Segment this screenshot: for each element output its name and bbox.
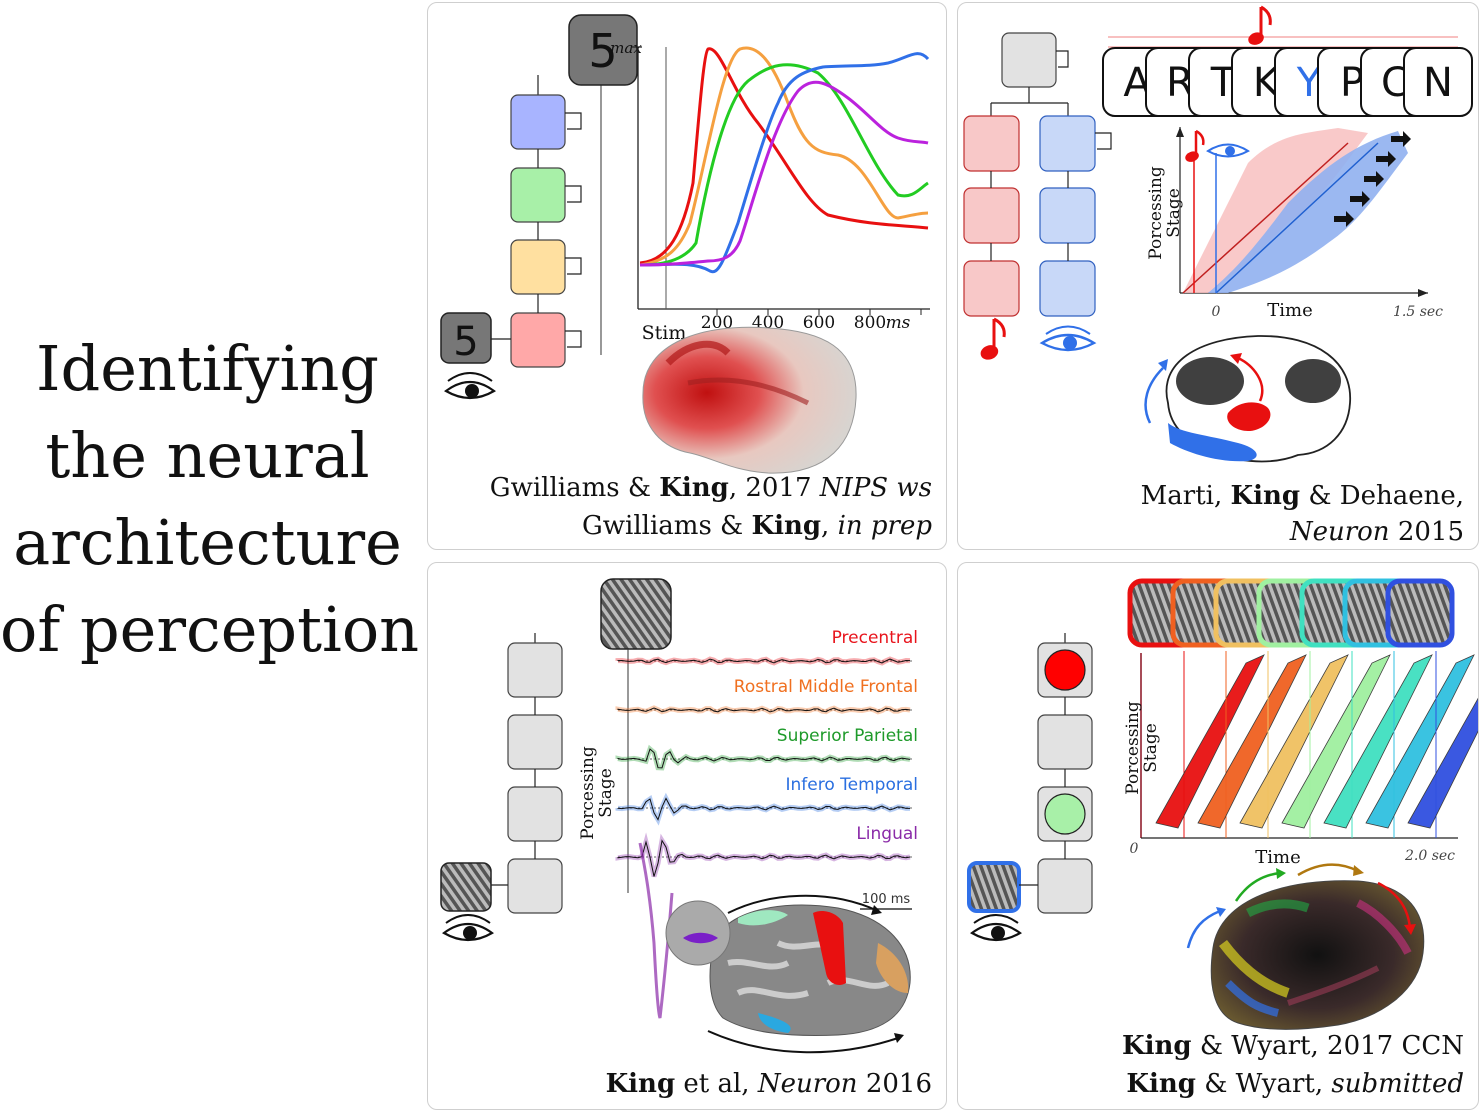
eye-icon — [444, 372, 496, 400]
tick-unit: ms — [886, 313, 911, 333]
input-digit: 5 — [453, 319, 478, 365]
citation-2: King & Wyart, submitted — [1126, 1069, 1464, 1099]
ylabel-line2: Stage — [1141, 723, 1161, 773]
region-trace-2: Superior Parietal — [615, 726, 918, 771]
eye-icon-chart — [1206, 143, 1250, 158]
scale-label: 100 ms — [862, 892, 911, 907]
grating-input — [967, 861, 1021, 913]
decoding-timecourse-chart: Stim 200 400 600 800 ms — [632, 46, 930, 344]
region-label: Superior Parietal — [777, 726, 918, 746]
region-temporal-patch — [758, 1013, 791, 1033]
stage-box-green — [510, 167, 566, 223]
panel1-figure: 5 5 max Stim 200 400 600 800 — [440, 14, 930, 474]
eye-icon — [442, 914, 494, 942]
integration-box — [1001, 32, 1057, 88]
auditory-stream — [963, 115, 1020, 317]
region-traces: Precentral Rostral Middle Frontal Superior… — [615, 628, 919, 878]
x-tick-0: 0 — [1130, 841, 1139, 857]
region-trace-4: Lingual — [615, 824, 918, 878]
input-digit-box — [440, 312, 492, 364]
ylabel-line1: Porcessing — [578, 746, 598, 840]
title-line-2: the neural — [45, 419, 370, 492]
processing-hierarchy — [507, 633, 563, 914]
region-parietal-patch — [738, 910, 788, 926]
letter-N: N — [1423, 60, 1453, 106]
brain-inflated — [665, 894, 911, 1054]
region-label: Infero Temporal — [786, 775, 919, 795]
panel-king-neuron-2016: Precentral Rostral Middle Frontal Superior… — [427, 562, 947, 1110]
max-digit-box — [568, 14, 638, 86]
title-line-4: of perception — [0, 593, 420, 666]
curve-green — [639, 63, 929, 267]
tick-stim: Stim — [642, 322, 687, 344]
xlabel: Time — [1255, 847, 1300, 868]
page-title: Identifying the neural architecture of p… — [0, 325, 420, 673]
curve-blue — [639, 52, 930, 274]
region-label: Precentral — [832, 628, 918, 648]
eye-icon — [970, 914, 1022, 942]
brain-sketch — [1144, 335, 1351, 463]
region-label: Rostral Middle Frontal — [734, 677, 918, 697]
panel4-figure: Porcessing Stage Time 0 2.0 sec — [967, 578, 1478, 1030]
x-tick-max: 2.0 sec — [1404, 848, 1455, 864]
title-line-3: architecture — [13, 506, 402, 579]
tick-800: 800 — [854, 313, 886, 333]
max-label: max — [610, 39, 642, 57]
grating-sequence — [1127, 578, 1455, 648]
region-trace-1: Rostral Middle Frontal — [615, 677, 918, 715]
title-line-1: Identifying — [36, 332, 379, 405]
processing-hierarchy — [1037, 633, 1093, 914]
citation: King et al, Neuron 2016 — [605, 1069, 932, 1099]
panel-gwilliams-king: 5 5 max Stim 200 400 600 800 — [427, 2, 947, 550]
visual-band — [1208, 131, 1408, 293]
music-note-top — [1248, 5, 1272, 45]
music-note-icon — [980, 317, 1006, 360]
x-tick-0: 0 — [1212, 304, 1221, 320]
region-trace-3: Infero Temporal — [615, 775, 919, 826]
curve-orange — [639, 46, 929, 267]
citation-1: Gwilliams & King, 2017 NIPS ws — [489, 473, 932, 503]
panel-king-wyart: Porcessing Stage Time 0 2.0 sec King & W… — [957, 562, 1479, 1110]
region-trace-0: Precentral — [615, 628, 918, 666]
citation-2: Neuron 2015 — [1289, 517, 1464, 547]
tick-600: 600 — [803, 313, 835, 333]
stage-box-blue — [510, 94, 566, 150]
citation-2: Gwilliams & King, in prep — [582, 511, 932, 541]
curve-red — [639, 47, 929, 265]
region-frontal-patch — [876, 943, 909, 993]
visual-stream — [1039, 115, 1112, 317]
grating-input — [440, 862, 492, 912]
citation-1: Marti, King & Dehaene, — [1140, 481, 1464, 511]
processing-hierarchy — [510, 75, 582, 368]
ylabel-line1: Porcessing — [1146, 166, 1166, 260]
ylabel-line2: Stage — [596, 768, 616, 818]
stage-box-yellow — [510, 239, 566, 295]
xlabel: Time — [1267, 300, 1312, 321]
curve-purple — [639, 80, 929, 267]
ylabel-line1: Porcessing — [1123, 701, 1143, 795]
ylabel-line2: Stage — [1164, 188, 1184, 238]
brain-colormap — [1186, 863, 1425, 1030]
stage-activation-red — [1044, 649, 1086, 691]
x-tick-max: 1.5 sec — [1393, 304, 1443, 320]
panel3-figure: Precentral Rostral Middle Frontal Superior… — [440, 578, 919, 1054]
processing-stage-chart: Porcessing Stage Time 0 2.0 sec — [1123, 651, 1478, 868]
processing-stage-chart: Porcessing Stage Time 0 1.5 sec — [1146, 127, 1443, 321]
stage-activation-green — [1044, 793, 1086, 835]
letter-card-N: N — [1403, 47, 1473, 117]
max-digit: 5 — [588, 24, 617, 78]
brain-surface-map — [642, 326, 857, 474]
grating-card-6 — [1385, 578, 1455, 648]
region-precentral-patch — [813, 911, 846, 985]
citation-1: King & Wyart, 2017 CCN — [1122, 1031, 1464, 1061]
stage-box-red — [510, 312, 566, 368]
eye-icon-blue — [1039, 325, 1097, 352]
grating-target — [600, 578, 672, 650]
music-note-chart — [1185, 129, 1205, 162]
region-label: Lingual — [856, 824, 918, 844]
